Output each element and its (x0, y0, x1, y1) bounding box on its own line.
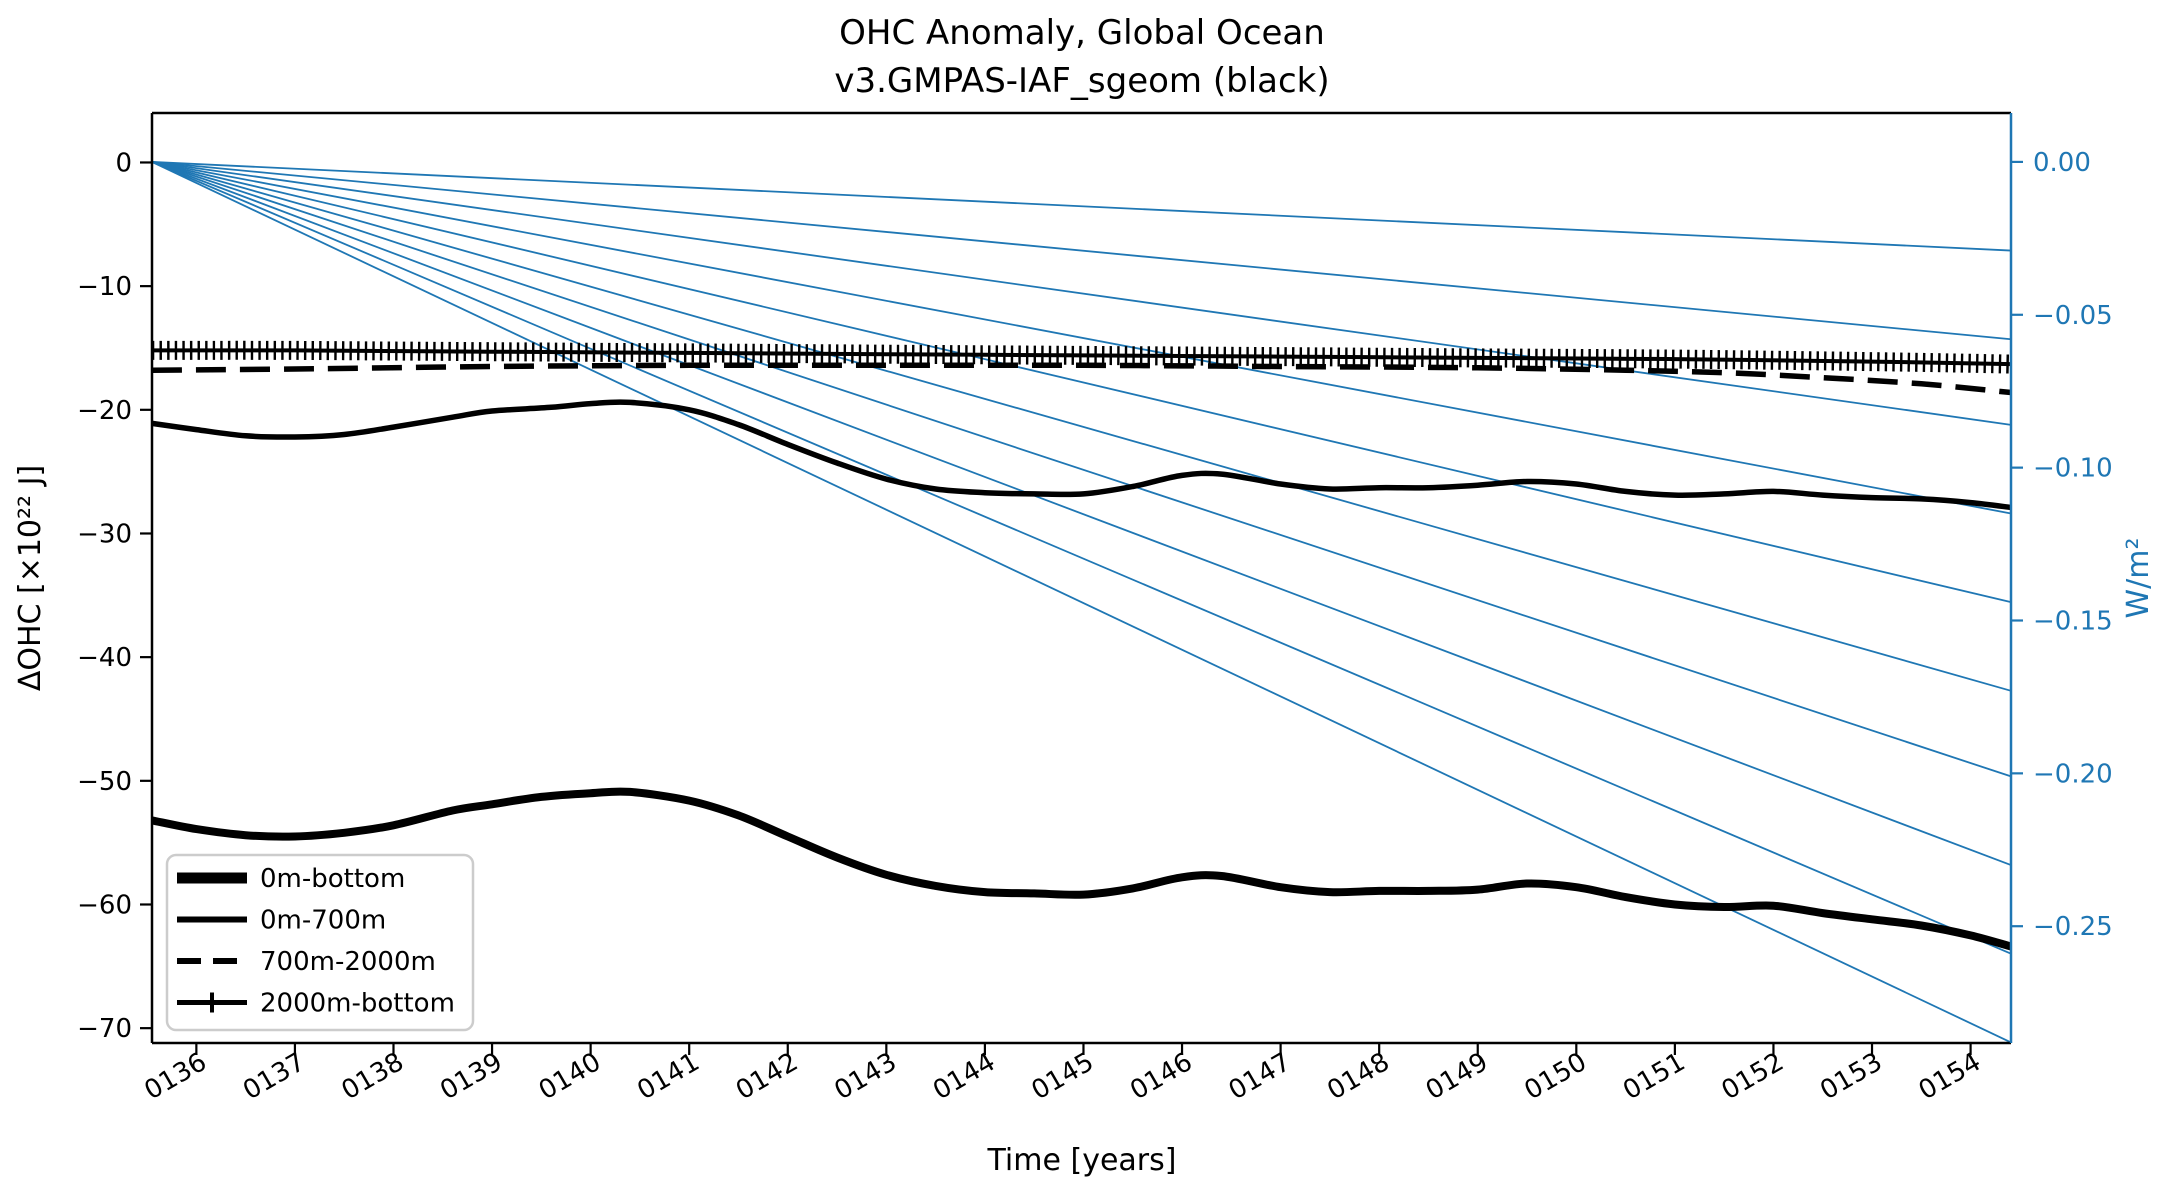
y-tick-label-left: −30 (77, 519, 132, 549)
x-tick-label: 0146 (1125, 1047, 1197, 1106)
x-tick-label: 0138 (337, 1047, 409, 1106)
legend-label-0m-bottom: 0m-bottom (260, 864, 405, 894)
reference-line (151, 161, 2012, 604)
reference-line (151, 161, 2012, 426)
legend-box (165, 853, 475, 1032)
x-tick-label: 0150 (1520, 1047, 1592, 1106)
y-tick-label-left: −50 (77, 767, 132, 797)
y-tick-label-right: 0.00 (2033, 148, 2091, 178)
series-group (151, 340, 2013, 951)
reference-lines-group (151, 161, 2012, 1044)
chart-title: OHC Anomaly, Global Ocean (839, 13, 1325, 53)
y-tick-label-right: −0.20 (2033, 759, 2113, 789)
y-axis-right-label: W/m² (2121, 537, 2156, 618)
x-tick-label: 0142 (731, 1047, 803, 1106)
reference-line (151, 161, 2012, 341)
chart-subtitle: v3.GMPAS-IAF_sgeom (black) (834, 61, 1329, 101)
x-tick-label: 0140 (534, 1047, 606, 1106)
y-tick-label-right: −0.25 (2033, 912, 2113, 942)
reference-line (151, 161, 2012, 778)
plot-spines (150, 111, 2013, 1045)
x-tick-label: 0141 (632, 1047, 704, 1106)
y-tick-label-left: −20 (77, 396, 132, 426)
y-tick-label-left: −60 (77, 890, 132, 920)
reference-line (151, 161, 2012, 252)
x-tick-label: 0139 (435, 1047, 507, 1106)
reference-line (151, 161, 2012, 692)
legend-label-700m-2000m: 700m-2000m (260, 947, 436, 977)
x-tick-label: 0144 (928, 1047, 1000, 1106)
x-tick-label: 0136 (140, 1047, 212, 1106)
y-axis-left-label: ΔOHC [×10²² J] (13, 465, 48, 691)
x-tick-label: 0153 (1815, 1047, 1887, 1106)
x-tick-label: 0145 (1027, 1047, 1099, 1106)
x-tick-label: 0152 (1717, 1047, 1789, 1106)
x-tick-label: 0154 (1914, 1047, 1986, 1106)
reference-line (151, 161, 2012, 866)
series-2000m-bottom (151, 348, 2012, 367)
x-tick-label: 0147 (1224, 1047, 1296, 1106)
reference-line (151, 161, 2012, 955)
y-tick-label-right: −0.15 (2033, 606, 2113, 636)
reference-line (151, 161, 2012, 1044)
x-tick-label: 0143 (830, 1047, 902, 1106)
legend-label-2000m-bottom: 2000m-bottom (260, 989, 455, 1019)
reference-line (151, 161, 2012, 515)
series-0m-700m (151, 399, 2012, 511)
y-tick-label-left: −40 (77, 643, 132, 673)
x-tick-label: 0148 (1322, 1047, 1394, 1106)
y-tick-label-left: −10 (77, 272, 132, 302)
legend: 0m-bottom 0m-700m 700m-2000m 2000m-botto… (165, 853, 475, 1032)
y-tick-label-left: 0 (115, 148, 132, 178)
legend-label-0m-700m: 0m-700m (260, 906, 386, 936)
y-tick-label-left: −70 (77, 1014, 132, 1044)
y-tick-label-right: −0.10 (2033, 454, 2113, 484)
x-tick-label: 0137 (238, 1047, 310, 1106)
y-tick-label-right: −0.05 (2033, 301, 2113, 331)
x-tick-label: 0151 (1618, 1047, 1690, 1106)
series-700m-2000m (151, 362, 2012, 396)
series-0m-bottom (151, 787, 2013, 951)
x-tick-label: 0149 (1421, 1047, 1493, 1106)
axis-ticks-group (140, 160, 2023, 1055)
x-axis-label: Time [years] (987, 1143, 1177, 1178)
